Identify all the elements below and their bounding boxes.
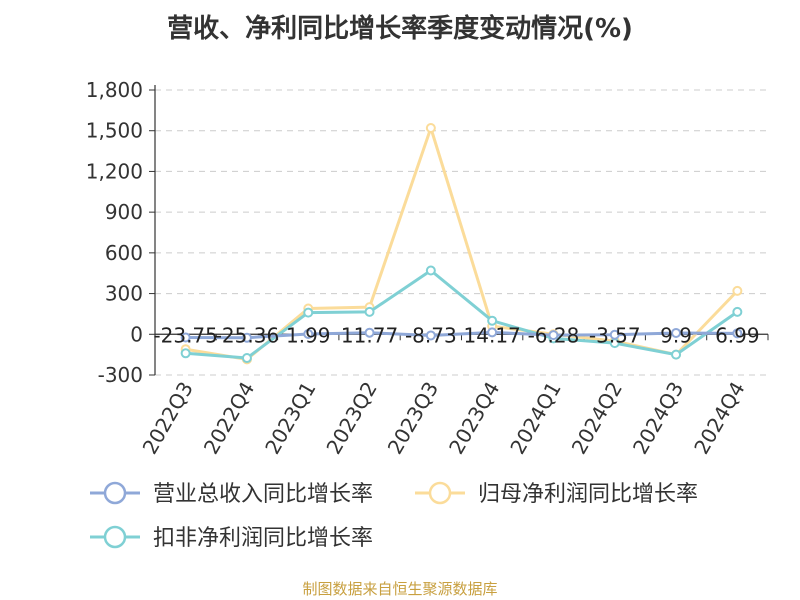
data-point [487, 327, 498, 338]
x-tick-label: 2024Q3 [628, 378, 688, 459]
data-labels: -23.75-25.36 1.99 11.77 -8.73 14.17 -6.28 -3.5… [153, 323, 759, 347]
legend-label: 归母净利润同比增长率 [478, 482, 698, 507]
legend-marker [103, 525, 127, 549]
data-point [609, 329, 620, 340]
legend-marker [428, 481, 452, 505]
data-point [548, 330, 559, 341]
legend-label: 营业总收入同比增长率 [153, 482, 373, 507]
data-point [487, 315, 498, 326]
data-label: 11.77 [341, 323, 398, 347]
data-point [732, 328, 743, 339]
data-point [241, 353, 252, 364]
data-point [671, 327, 682, 338]
series-lines [180, 123, 743, 365]
x-tick-label: 2023Q3 [383, 377, 443, 458]
data-label: -23.75 [153, 323, 217, 347]
x-tick-label: 2023Q1 [260, 378, 320, 459]
y-axis: 1,800 1,500 1,200 900 600 300 0 -300 [86, 78, 156, 387]
y-tick-label: 600 [105, 241, 143, 265]
y-tick-label: 0 [130, 322, 143, 346]
legend-item[interactable]: 扣非净利润同比增长率 [90, 525, 373, 551]
y-tick-label: 1,500 [86, 119, 143, 143]
y-tick-label: 1,200 [86, 159, 143, 183]
series-line [185, 330, 738, 340]
data-label: -3.57 [589, 323, 641, 347]
data-point [732, 285, 743, 296]
data-point [180, 332, 191, 343]
x-tick-label: 2024Q2 [567, 378, 627, 459]
data-label: -25.36 [215, 323, 279, 347]
data-label: 6.99 [715, 323, 760, 347]
data-point [671, 349, 682, 360]
data-point [303, 329, 314, 340]
legend-item[interactable]: 归母净利润同比增长率 [415, 481, 698, 507]
legend-label: 扣非净利润同比增长率 [153, 526, 373, 551]
source-note: 制图数据来自恒生聚源数据库 [302, 580, 498, 598]
data-point [364, 327, 375, 338]
x-tick-label: 2022Q3 [138, 378, 198, 459]
data-label: -8.73 [405, 323, 457, 347]
x-tick-label: 2024Q4 [689, 378, 749, 459]
data-label: 1.99 [286, 323, 331, 347]
y-tick-label: 900 [105, 200, 143, 224]
y-tick-label: 1,800 [86, 78, 143, 102]
x-tick-label: 2022Q4 [199, 378, 259, 459]
data-point [425, 265, 436, 276]
data-label: 14.17 [464, 323, 521, 347]
x-tick-label: 2024Q1 [505, 378, 565, 459]
data-label: 9.9 [660, 323, 692, 347]
data-point [425, 330, 436, 341]
data-point [732, 306, 743, 317]
x-tick-label: 2023Q4 [444, 378, 504, 459]
y-tick-label: -300 [98, 363, 143, 387]
x-tick-label: 2023Q2 [321, 378, 381, 459]
data-point [241, 332, 252, 343]
chart-title: 营收、净利同比增长率季度变动情况(%) [167, 14, 633, 44]
legend-item[interactable]: 营业总收入同比增长率 [90, 481, 373, 507]
data-point [364, 306, 375, 317]
gridlines [155, 89, 768, 376]
data-point [180, 348, 191, 359]
data-label: -6.28 [528, 323, 580, 347]
y-tick-label: 300 [105, 282, 143, 306]
legend-marker [103, 481, 127, 505]
data-point [303, 307, 314, 318]
data-point [425, 123, 436, 133]
